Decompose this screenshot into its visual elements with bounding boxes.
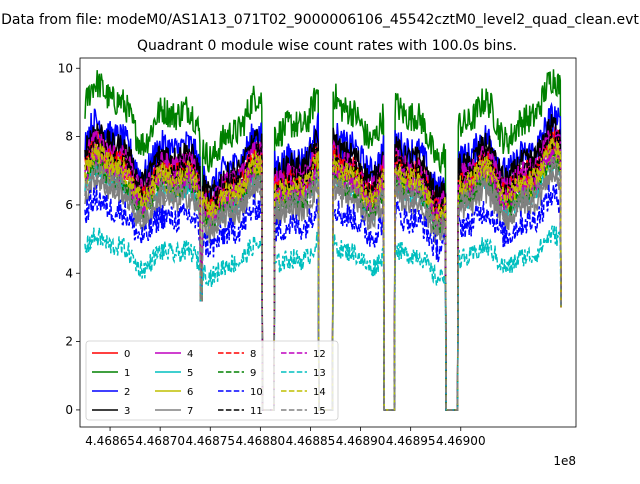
y-tick-label: 4: [65, 266, 73, 280]
legend-label-11: 11: [250, 406, 263, 417]
y-tick-label: 6: [65, 198, 73, 212]
legend-label-14: 14: [313, 387, 326, 398]
x-tick-label: 4.46890: [336, 434, 386, 448]
legend-label-5: 5: [187, 368, 193, 379]
legend-label-7: 7: [187, 406, 193, 417]
y-tick-label: 2: [65, 335, 73, 349]
legend-label-3: 3: [124, 406, 130, 417]
x-tick-label: 4.46880: [236, 434, 286, 448]
x-tick-label: 4.46885: [286, 434, 336, 448]
axes: 4.46865 4.46870 4.46875 4.46880 4.46885 4.468…: [58, 57, 577, 468]
figure-suptitle: Data from file: modeM0/AS1A13_071T02_900…: [1, 12, 639, 28]
y-tick-label: 8: [65, 130, 73, 144]
legend-label-0: 0: [124, 349, 130, 360]
series-line-14: [84, 136, 562, 411]
x-tick-label: 4.46875: [185, 434, 235, 448]
x-tick-label: 4.46870: [135, 434, 185, 448]
legend-label-8: 8: [250, 349, 256, 360]
legend-label-1: 1: [124, 368, 130, 379]
legend-box: [85, 340, 339, 421]
legend-label-12: 12: [313, 349, 326, 360]
legend-label-4: 4: [187, 349, 193, 360]
legend-label-6: 6: [187, 387, 193, 398]
x-tick-label: 4.46865: [85, 434, 135, 448]
y-tick-label: 0: [65, 403, 73, 417]
x-offset-label: 1e8: [553, 454, 576, 468]
x-tick-label: 4.46900: [436, 434, 486, 448]
chart-title: Quadrant 0 module wise count rates with …: [137, 38, 517, 54]
legend-label-13: 13: [313, 368, 326, 379]
axes-frame: [79, 57, 577, 428]
legend-label-9: 9: [250, 368, 256, 379]
legend-label-15: 15: [313, 406, 326, 417]
series-line-10: [84, 183, 562, 411]
legend-label-10: 10: [250, 387, 263, 398]
x-tick-label: 4.46895: [386, 434, 436, 448]
legend-label-2: 2: [124, 387, 130, 398]
y-tick-label: 10: [58, 61, 73, 75]
